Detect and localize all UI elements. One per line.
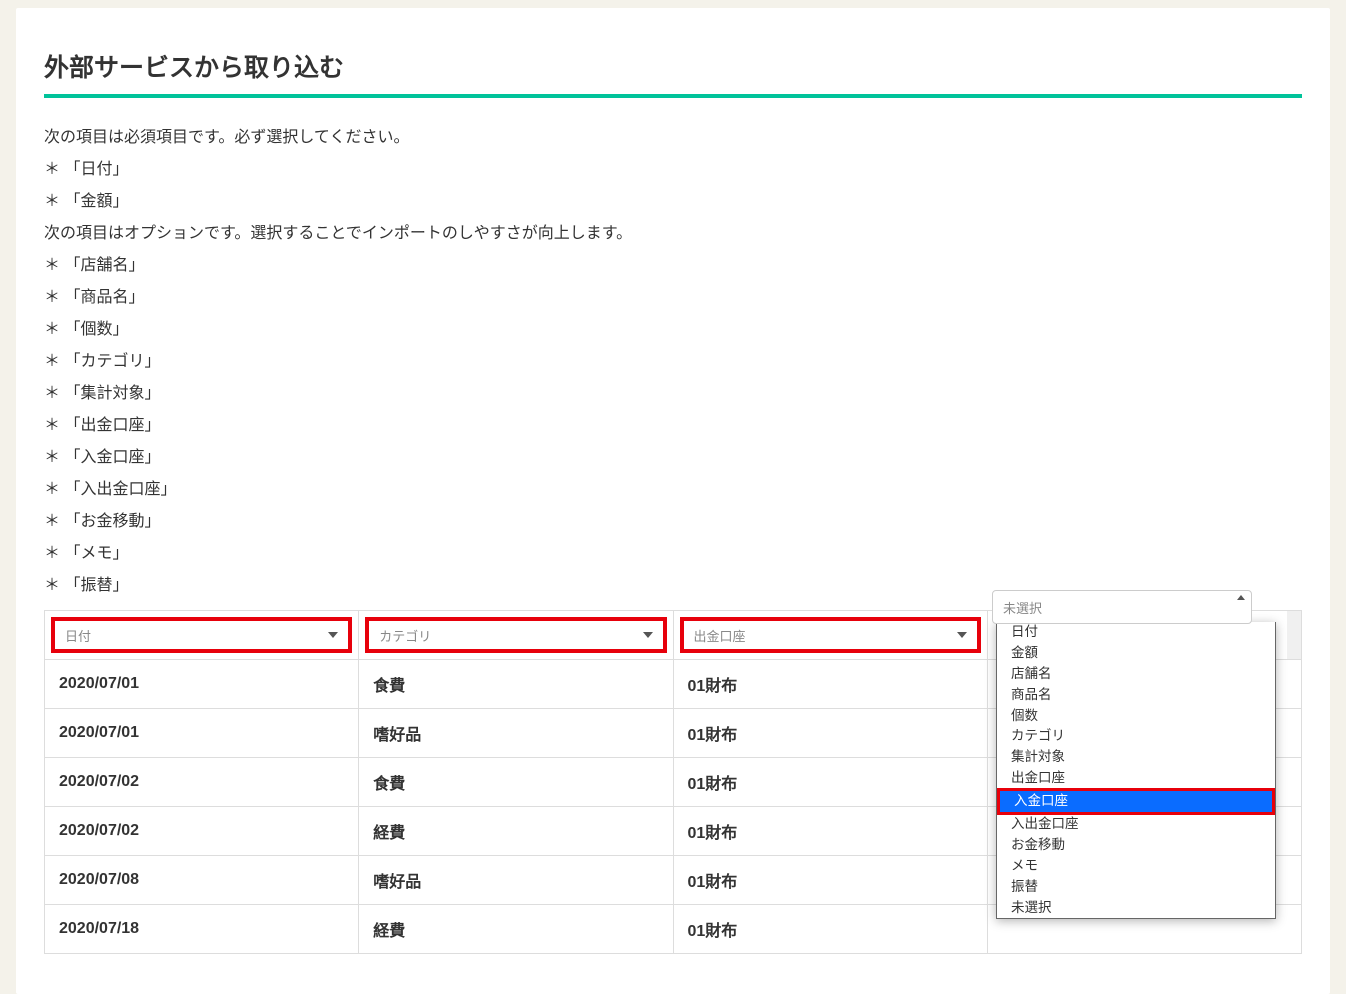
- dropdown-option[interactable]: 振替: [997, 877, 1275, 898]
- table-cell: 2020/07/18: [45, 905, 359, 954]
- required-item: ＊ 「金額」: [44, 186, 1302, 218]
- optional-item: ＊ 「お金移動」: [44, 506, 1302, 538]
- dropdown-option[interactable]: 集計対象: [997, 747, 1275, 768]
- table-cell: 2020/07/02: [45, 758, 359, 807]
- chevron-down-icon: [328, 632, 338, 638]
- table-cell: 嗜好品: [359, 709, 673, 758]
- required-item: ＊ 「日付」: [44, 154, 1302, 186]
- table-cell: 経費: [359, 905, 673, 954]
- chevron-down-icon: [643, 632, 653, 638]
- optional-item: ＊ 「商品名」: [44, 282, 1302, 314]
- instructions-block: 次の項目は必須項目です。必ず選択してください。 ＊ 「日付」＊ 「金額」 次の項…: [44, 122, 1302, 602]
- column-select-2[interactable]: カテゴリ: [365, 617, 666, 653]
- select-value: 出金口座: [694, 626, 746, 645]
- dropdown-option[interactable]: メモ: [997, 856, 1275, 877]
- table-cell: 経費: [359, 807, 673, 856]
- table-cell: 2020/07/01: [45, 660, 359, 709]
- dropdown-option[interactable]: 出金口座: [997, 768, 1275, 789]
- dropdown-option[interactable]: 入金口座: [997, 788, 1275, 815]
- optional-item: ＊ 「個数」: [44, 314, 1302, 346]
- optional-item: ＊ 「出金口座」: [44, 410, 1302, 442]
- required-intro: 次の項目は必須項目です。必ず選択してください。: [44, 122, 1302, 154]
- table-cell: 2020/07/02: [45, 807, 359, 856]
- optional-intro: 次の項目はオプションです。選択することでインポートのしやすさが向上します。: [44, 218, 1302, 250]
- column-select-1[interactable]: 日付: [51, 617, 352, 653]
- select-value: 未選択: [1003, 598, 1042, 617]
- optional-item: ＊ 「集計対象」: [44, 378, 1302, 410]
- select-value: 日付: [65, 626, 91, 645]
- table-cell: 01財布: [673, 709, 987, 758]
- table-cell: 食費: [359, 758, 673, 807]
- table-cell: 嗜好品: [359, 856, 673, 905]
- dropdown-option[interactable]: カテゴリ: [997, 726, 1275, 747]
- optional-item: ＊ 「メモ」: [44, 538, 1302, 570]
- table-cell: 食費: [359, 660, 673, 709]
- dropdown-option[interactable]: 店舗名: [997, 664, 1275, 685]
- dropdown-option[interactable]: 金額: [997, 643, 1275, 664]
- optional-item: ＊ 「入出金口座」: [44, 474, 1302, 506]
- page-title: 外部サービスから取り込む: [44, 48, 1302, 98]
- chevron-up-icon: [1237, 595, 1245, 600]
- optional-item: ＊ 「入金口座」: [44, 442, 1302, 474]
- select-value: カテゴリ: [379, 626, 431, 645]
- table-cell: 2020/07/08: [45, 856, 359, 905]
- table-cell: 2020/07/01: [45, 709, 359, 758]
- table-cell: 01財布: [673, 660, 987, 709]
- table-cell: 01財布: [673, 758, 987, 807]
- dropdown-option[interactable]: 日付: [997, 622, 1275, 643]
- dropdown-option[interactable]: 入出金口座: [997, 814, 1275, 835]
- column-select-4[interactable]: 未選択: [992, 590, 1252, 624]
- column-select-dropdown[interactable]: 日付金額店舗名商品名個数カテゴリ集計対象出金口座入金口座入出金口座お金移動メモ振…: [996, 622, 1276, 919]
- dropdown-option[interactable]: 個数: [997, 706, 1275, 727]
- table-cell: 01財布: [673, 856, 987, 905]
- optional-item: ＊ 「カテゴリ」: [44, 346, 1302, 378]
- dropdown-option[interactable]: 商品名: [997, 685, 1275, 706]
- column-select-3[interactable]: 出金口座: [680, 617, 981, 653]
- table-cell: 01財布: [673, 905, 987, 954]
- dropdown-option[interactable]: 未選択: [997, 898, 1275, 919]
- dropdown-option[interactable]: お金移動: [997, 835, 1275, 856]
- table-cell: 01財布: [673, 807, 987, 856]
- optional-item: ＊ 「店舗名」: [44, 250, 1302, 282]
- chevron-down-icon: [957, 632, 967, 638]
